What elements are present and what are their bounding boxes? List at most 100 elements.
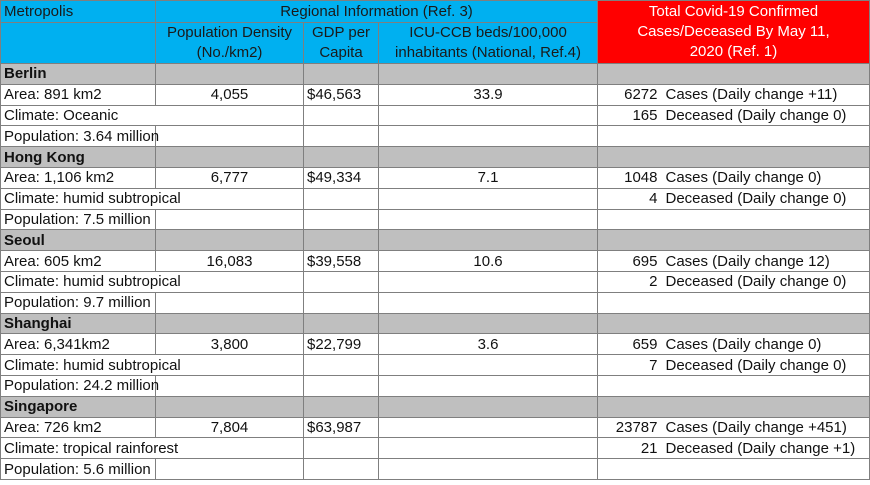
empty-cell: [155, 104, 304, 127]
empty-cell: [597, 458, 662, 480]
header-row-top: Metropolis Regional Information (Ref. 3)…: [0, 0, 870, 64]
city-header-blank: [303, 229, 379, 252]
city-cases-number: 23787: [597, 416, 662, 439]
empty-cell: [378, 187, 598, 210]
header-row-sub: Population Density (No./km2) GDP per Cap…: [0, 22, 870, 64]
city-population-row: Population: 9.7 million: [0, 291, 870, 314]
city-header-blank: [378, 395, 598, 418]
city-header-row-hong-kong: Hong Kong: [0, 146, 870, 168]
empty-cell: [155, 291, 304, 314]
empty-cell: [378, 437, 598, 460]
header-covid-label: Total Covid-19 Confirmed Cases/Deceased …: [637, 3, 830, 60]
city-cases-number: 1048: [597, 166, 662, 189]
city-deceased-number: 2: [597, 270, 662, 293]
city-header-blank: [597, 395, 662, 418]
city-header-blank: [661, 63, 870, 85]
city-gdp: $46,563: [303, 83, 379, 106]
city-population-row: Population: 3.64 million: [0, 125, 870, 148]
city-area-row: Area: 726 km2 7,804 $63,987 23787 Cases …: [0, 416, 870, 439]
city-icu: 7.1: [378, 166, 598, 189]
city-deceased-number: 4: [597, 187, 662, 210]
header-icu: ICU-CCB beds/100,000 inhabitants (Nation…: [378, 22, 598, 64]
city-area: Area: 605 km2: [0, 250, 156, 272]
empty-cell: [303, 104, 379, 127]
header-covid: Total Covid-19 Confirmed Cases/Deceased …: [597, 0, 870, 64]
city-population-row: Population: 5.6 million: [0, 458, 870, 480]
empty-cell: [597, 291, 662, 314]
city-header-row-berlin: Berlin: [0, 63, 870, 85]
empty-cell: [378, 125, 598, 148]
city-density: 7,804: [155, 416, 304, 439]
empty-cell: [378, 458, 598, 480]
empty-cell: [378, 291, 598, 314]
header-metropolis: Metropolis: [0, 0, 156, 23]
header-regional-info: Regional Information (Ref. 3): [155, 0, 598, 23]
city-header-blank: [378, 312, 598, 335]
city-icu: [378, 416, 598, 439]
empty-cell: [303, 458, 379, 480]
city-area-row: Area: 891 km2 4,055 $46,563 33.9 6272 Ca…: [0, 83, 870, 106]
city-deceased-text: Deceased (Daily change +1): [661, 437, 870, 460]
empty-cell: [378, 270, 598, 293]
city-name: Seoul: [0, 229, 156, 252]
empty-cell: [378, 374, 598, 397]
city-header-blank: [378, 146, 598, 168]
city-cases-text: Cases (Daily change 0): [661, 333, 870, 356]
city-header-blank: [661, 146, 870, 168]
city-gdp: $22,799: [303, 333, 379, 356]
city-header-blank: [303, 146, 379, 168]
city-header-blank: [303, 63, 379, 85]
city-climate: Climate: humid subtropical: [0, 270, 181, 293]
empty-cell: [597, 208, 662, 231]
table-body: Berlin Area: 891 km2 4,055 $46,563 33.9 …: [0, 63, 870, 480]
city-header-blank: [155, 395, 304, 418]
city-climate-row: Climate: humid subtropical 4 Deceased (D…: [0, 187, 870, 210]
city-deceased-text: Deceased (Daily change 0): [661, 270, 870, 293]
city-name: Shanghai: [0, 312, 156, 335]
header-density-label: Population Density (No./km2): [166, 24, 293, 61]
city-cases-number: 6272: [597, 83, 662, 106]
city-header-blank: [155, 229, 304, 252]
city-header-blank: [661, 229, 870, 252]
city-header-blank: [303, 395, 379, 418]
city-climate-row: Climate: Oceanic 165 Deceased (Daily cha…: [0, 104, 870, 127]
city-icu: 10.6: [378, 250, 598, 272]
empty-cell: [303, 354, 379, 376]
city-gdp: $63,987: [303, 416, 379, 439]
city-header-blank: [661, 395, 870, 418]
city-climate: Climate: tropical rainforest: [0, 437, 178, 460]
empty-cell: [661, 291, 870, 314]
empty-cell: [155, 458, 304, 480]
city-deceased-text: Deceased (Daily change 0): [661, 187, 870, 210]
empty-cell: [155, 208, 304, 231]
city-header-blank: [597, 63, 662, 85]
city-header-row-seoul: Seoul: [0, 229, 870, 252]
city-deceased-number: 21: [597, 437, 662, 460]
empty-cell: [303, 270, 379, 293]
city-area-row: Area: 1,106 km2 6,777 $49,334 7.1 1048 C…: [0, 166, 870, 189]
city-header-blank: [378, 229, 598, 252]
city-climate-row: Climate: tropical rainforest 21 Deceased…: [0, 437, 870, 460]
city-name: Berlin: [0, 63, 156, 85]
city-density: 3,800: [155, 333, 304, 356]
city-header-blank: [597, 312, 662, 335]
city-cases-text: Cases (Daily change +11): [661, 83, 870, 106]
city-climate: Climate: humid subtropical: [0, 187, 181, 210]
empty-cell: [303, 291, 379, 314]
city-gdp: $49,334: [303, 166, 379, 189]
city-deceased-number: 7: [597, 354, 662, 376]
city-population: Population: 9.7 million: [0, 291, 156, 314]
city-header-blank: [597, 229, 662, 252]
city-header-blank: [378, 63, 598, 85]
city-deceased-text: Deceased (Daily change 0): [661, 104, 870, 127]
city-population: Population: 24.2 million: [0, 374, 159, 397]
city-population: Population: 5.6 million: [0, 458, 156, 480]
city-climate-row: Climate: humid subtropical 7 Deceased (D…: [0, 354, 870, 376]
city-name: Singapore: [0, 395, 156, 418]
city-cases-number: 659: [597, 333, 662, 356]
city-cases-text: Cases (Daily change +451): [661, 416, 870, 439]
header-gdp: GDP per Capita: [303, 22, 379, 64]
city-area: Area: 891 km2: [0, 83, 156, 106]
empty-cell: [155, 374, 304, 397]
